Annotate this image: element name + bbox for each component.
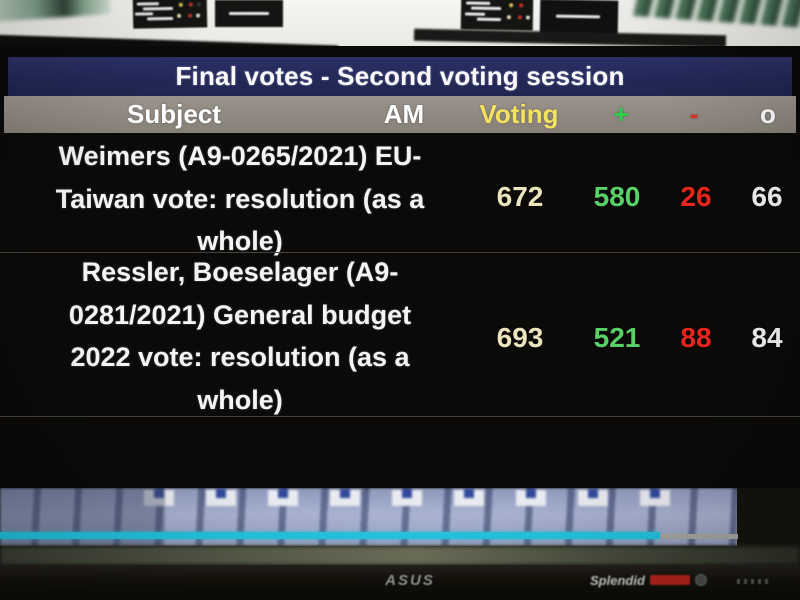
status-dot [177, 13, 182, 18]
chair-backs [130, 489, 675, 498]
blurred-text-line [466, 1, 491, 5]
status-dot [506, 15, 511, 20]
asus-logo: ASUS [385, 572, 435, 589]
splendid-sticker: Splendid [590, 570, 707, 590]
row-divider [0, 416, 800, 417]
subject-line: Taiwan vote: resolution (as a [55, 183, 425, 214]
sticker-red-word [649, 575, 690, 585]
sticker-label: Splendid [590, 572, 645, 588]
status-dot [509, 3, 514, 8]
subject-line: 0281/2021) General budget [68, 299, 412, 330]
subject-cell: Weimers (A9-0265/2021) EU- Taiwan vote: … [0, 135, 480, 263]
progress-bar-remainder [660, 534, 738, 539]
rear-info-panel [215, 0, 283, 27]
status-dot [178, 2, 183, 7]
blurred-text-line [229, 12, 269, 15]
column-header-voting: Voting [479, 99, 559, 129]
blurred-text-line [136, 2, 159, 6]
hemicycle-video-strip [0, 488, 800, 546]
rear-vote-panel [132, 0, 208, 29]
column-header-am: AM [383, 99, 425, 129]
screen-corner-dark [737, 488, 800, 546]
bezel-print [737, 579, 771, 584]
page-title: Final votes - Second voting session [175, 61, 625, 91]
table-row: Weimers (A9-0265/2021) EU- Taiwan vote: … [0, 133, 800, 256]
column-header-plus: + [613, 99, 629, 129]
subject-line: 2022 vote: resolution (as a [70, 342, 410, 372]
blurred-text-line [555, 14, 601, 19]
vote-count-for: 521 [593, 322, 641, 353]
sticker-emblem-icon [694, 574, 707, 586]
vote-count-total: 672 [496, 181, 544, 212]
vote-count-against: 26 [680, 181, 712, 212]
status-dot [196, 2, 201, 7]
blurred-text-line [476, 17, 501, 22]
column-header-minus: - [689, 99, 699, 129]
row-divider [0, 252, 800, 253]
column-header-abstain: o [760, 99, 776, 129]
vote-count-for: 580 [593, 181, 641, 212]
subject-cell: Ressler, Boeselager (A9- 0281/2021) Gene… [0, 251, 480, 421]
status-dot [196, 13, 201, 18]
title-bar: Final votes - Second voting session [8, 57, 792, 96]
blurred-text-line [147, 16, 174, 21]
subject-line: whole) [197, 226, 283, 256]
column-header-subject: Subject [127, 99, 221, 129]
subject-line: whole) [197, 384, 283, 415]
blurred-text-line [471, 6, 502, 11]
rear-vote-panel [460, 0, 534, 31]
blurred-text-line [464, 12, 486, 16]
table-row: Ressler, Boeselager (A9- 0281/2021) Gene… [0, 253, 800, 416]
status-dot [519, 3, 524, 8]
vote-count-against: 88 [680, 322, 712, 353]
vote-count-abstain: 84 [751, 322, 783, 353]
voting-screen: Final votes - Second voting session Subj… [0, 46, 800, 565]
table-header-row: Subject AM Voting + - o [4, 96, 796, 133]
vote-count-total: 693 [496, 322, 544, 353]
status-dot [517, 15, 522, 20]
status-dot [188, 2, 193, 7]
vote-count-abstain: 66 [751, 181, 783, 212]
blurred-text-line [142, 6, 173, 11]
monitor-bezel: ASUS Splendid [0, 565, 800, 600]
blurred-text-line [134, 12, 154, 16]
subject-line: Weimers (A9-0265/2021) EU- [58, 141, 422, 171]
status-dot [188, 13, 193, 18]
rear-info-panel [539, 0, 619, 36]
subject-line: Ressler, Boeselager (A9- [81, 257, 399, 287]
status-dot [525, 15, 530, 20]
progress-bar [0, 532, 660, 539]
video-bottom-blur [0, 546, 800, 565]
